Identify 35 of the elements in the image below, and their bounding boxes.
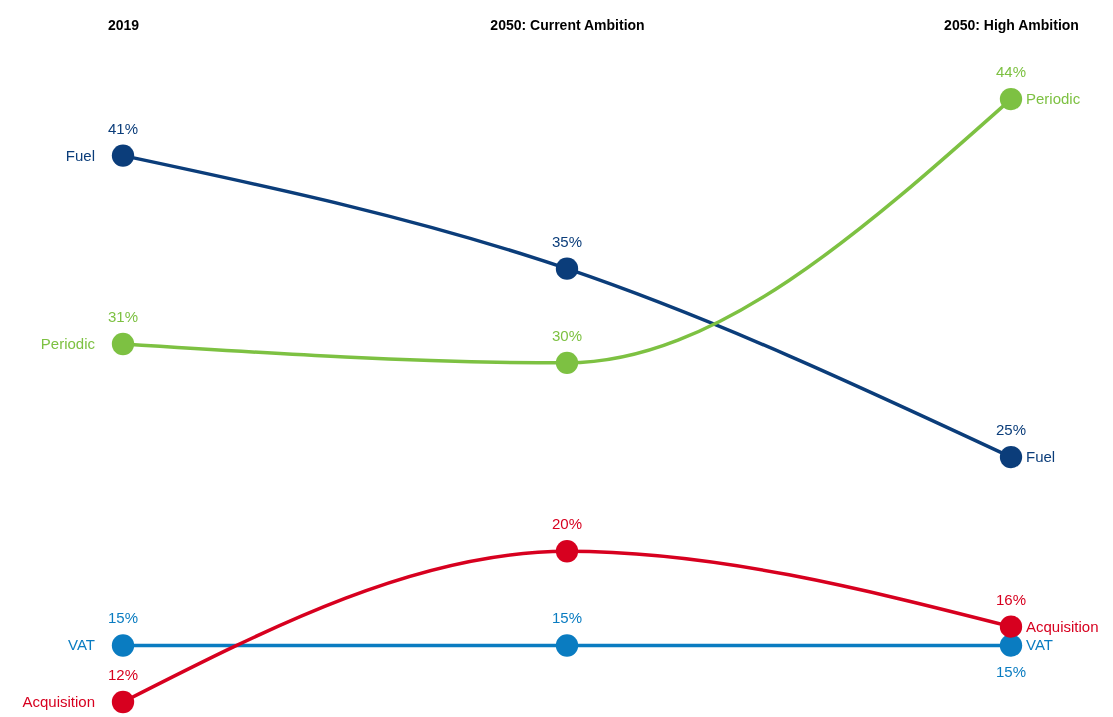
data-label: 30%	[551, 326, 583, 344]
point	[555, 351, 579, 375]
series-label: VAT	[1026, 636, 1053, 654]
point	[555, 257, 579, 280]
text: Acquisition	[22, 693, 95, 710]
x-tick-label: 2019	[107, 16, 140, 33]
data-label: 16%	[995, 590, 1027, 608]
text: VAT	[68, 636, 95, 654]
point	[111, 690, 135, 714]
data-label: 15%	[107, 609, 139, 627]
text: Periodic	[40, 335, 95, 353]
point	[111, 144, 135, 167]
series-label: Acquisition	[1026, 617, 1099, 635]
point	[111, 634, 135, 657]
data-label: 25%	[995, 421, 1027, 439]
data-label: 31%	[107, 308, 139, 326]
data-label: 15%	[551, 609, 583, 627]
data-label: 15%	[995, 663, 1027, 681]
point	[111, 332, 135, 356]
data-label: 35%	[551, 232, 583, 250]
point	[999, 634, 1023, 657]
x-tick-label: 2050: High Ambition	[944, 16, 1079, 33]
point	[999, 445, 1023, 469]
series-label: Fuel	[1026, 448, 1056, 466]
data-label: 12%	[107, 666, 139, 683]
point	[555, 634, 579, 657]
point	[555, 540, 579, 563]
data-label: 44%	[995, 63, 1027, 81]
point	[999, 615, 1023, 638]
data-label: 41%	[107, 119, 139, 137]
x-tick-label: 2050: Current Ambition	[490, 16, 645, 33]
text: Fuel	[65, 146, 95, 164]
series-label: Periodic	[1026, 90, 1081, 108]
data-label: 20%	[551, 515, 583, 533]
point	[999, 87, 1023, 111]
